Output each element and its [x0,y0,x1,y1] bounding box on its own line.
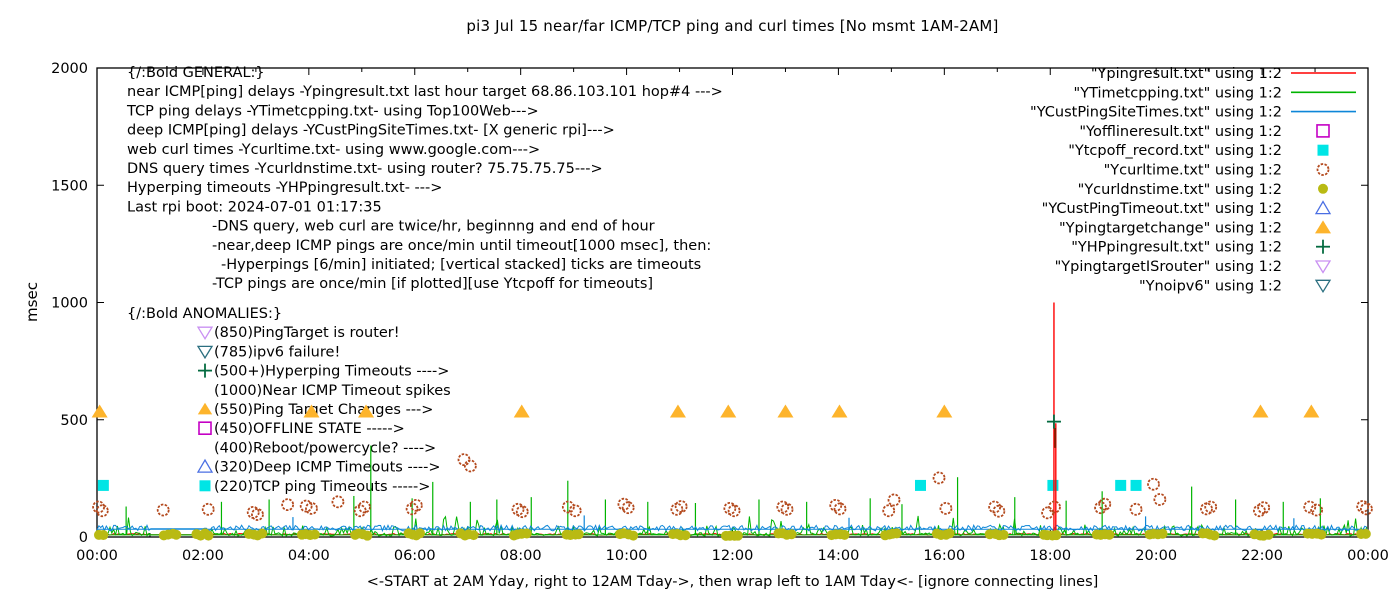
legend-item-Yofflineresult: "Yofflineresult.txt" using 1:2 [1079,124,1330,140]
chart-text: "Yofflineresult.txt" using 1:2 [1079,124,1282,140]
chart-text: 500 [60,413,88,429]
near-icmp-burst [1054,427,1057,448]
chart-text: 12:00 [712,548,754,564]
chart-text: "Ynoipv6" using 1:2 [1139,278,1282,294]
curl-time-points [92,453,1373,521]
chart-text: 1500 [51,178,88,194]
hyperping-timeout-points [1046,414,1061,429]
legend-item-YCustPingTimeout: "YCustPingTimeout.txt" using 1:2 [1042,200,1332,217]
chart-text: 22:00 [1241,548,1283,564]
chart-text: -TCP pings are once/min [if plotted][use… [212,276,653,292]
legend-item-YTimetcpping: "YTimetcpping.txt" using 1:2 [1074,85,1356,101]
chart-text: 00:00 [1347,548,1389,564]
chart-text: "YTimetcpping.txt" using 1:2 [1074,85,1282,101]
chart-title: pi3 Jul 15 near/far ICMP/TCP ping and cu… [466,17,999,35]
chart-text: "YCustPingSiteTimes.txt" using 1:2 [1030,105,1282,121]
chart-text: (1000)Near ICMP Timeout spikes [214,383,451,399]
chart-text: 14:00 [818,548,860,564]
chart-text: -Hyperpings [6/min] initiated; [vertical… [221,257,701,273]
chart-text: 1000 [51,296,88,312]
chart-text: "YpingtargetISrouter" using 1:2 [1055,259,1282,275]
chart-text: {/:Bold GENERAL:} [127,65,265,81]
chart-text: 00:00 [76,548,118,564]
chart-text: near ICMP[ping] delays -Ypingresult.txt … [127,84,723,100]
legend-item-Ypingresult: "Ypingresult.txt" using 1:2 [1091,66,1356,82]
legend-item-YpingtargetISrouter: "YpingtargetISrouter" using 1:2 [1055,259,1332,275]
chart-text: {/:Bold ANOMALIES:} [127,306,282,322]
x-axis-label: <-START at 2AM Yday, right to 12AM Tday-… [366,574,1099,590]
chart-text: 0 [79,530,88,546]
chart-text: (500+)Hyperping Timeouts ----> [214,364,449,380]
chart-text: 02:00 [182,548,224,564]
chart-text: "Ytcpoff_record.txt" using 1:2 [1068,143,1282,159]
chart-text: Last rpi boot: 2024-07-01 01:17:35 [127,199,382,215]
legend-item-Ycurldnstime: "Ycurldnstime.txt" using 1:2 [1078,182,1328,198]
chart-text: "Ycurldnstime.txt" using 1:2 [1078,182,1282,198]
annotations: {/:Bold GENERAL:} near ICMP[ping] delays … [126,65,723,495]
chart-text: (850)PingTarget is router! [214,325,400,341]
tcp-timeout-squares [97,479,1142,491]
chart-text: (450)OFFLINE STATE -----> [214,421,405,437]
legend-item-Ycurltime: "Ycurltime.txt" using 1:2 [1104,163,1330,179]
legend-item-YHPpingresult: "YHPpingresult.txt" using 1:2 [1071,239,1330,256]
chart-text: (220)TCP ping Timeouts -----> [214,479,430,495]
chart-text: DNS query times -Ycurldnstime.txt- using… [127,161,603,177]
legend: "Ypingresult.txt" using 1:2 "YTimetcpping… [1030,66,1356,294]
chart-text: web curl times -Ycurltime.txt- using www… [127,142,540,158]
dns-time-points [93,528,1371,541]
chart-text: -near,deep ICMP pings are once/min until… [212,238,711,254]
chart-text: 2000 [51,61,88,77]
legend-item-Ytcpoff_record: "Ytcpoff_record.txt" using 1:2 [1068,143,1329,159]
chart-text: 08:00 [500,548,542,564]
chart-text: "Ycurltime.txt" using 1:2 [1104,163,1282,179]
chart-text: (550)Ping Target Changes ---> [214,402,433,418]
chart-text: "Ypingtargetchange" using 1:2 [1059,220,1282,236]
chart-text: (320)Deep ICMP Timeouts ----> [214,460,441,476]
chart-text: 10:00 [606,548,648,564]
chart-text: -DNS query, web curl are twice/hr, begin… [212,219,655,235]
chart-text: "YCustPingTimeout.txt" using 1:2 [1042,201,1282,217]
legend-item-YCustPingSiteTimes: "YCustPingSiteTimes.txt" using 1:2 [1030,105,1356,121]
chart-text: TCP ping delays -YTimetcpping.txt- using… [126,103,539,119]
chart-text: (400)Reboot/powercycle? ----> [214,440,436,456]
chart-text: (785)ipv6 failure! [214,344,340,360]
legend-item-Ynoipv6: "Ynoipv6" using 1:2 [1139,278,1332,294]
chart-text: 18:00 [1029,548,1071,564]
chart-text: "Ypingresult.txt" using 1:2 [1091,66,1282,82]
chart-text: 04:00 [288,548,330,564]
chart-text: 06:00 [394,548,436,564]
chart-text: 20:00 [1135,548,1177,564]
chart-text: "YHPpingresult.txt" using 1:2 [1071,240,1282,256]
ping-target-change-points [91,404,1320,418]
chart-text: Hyperping timeouts -YHPpingresult.txt- -… [127,180,442,196]
legend-item-Ypingtargetchange: "Ypingtargetchange" using 1:2 [1059,220,1331,236]
chart-text: 16:00 [923,548,965,564]
chart-text: deep ICMP[ping] delays -YCustPingSiteTim… [127,123,615,139]
